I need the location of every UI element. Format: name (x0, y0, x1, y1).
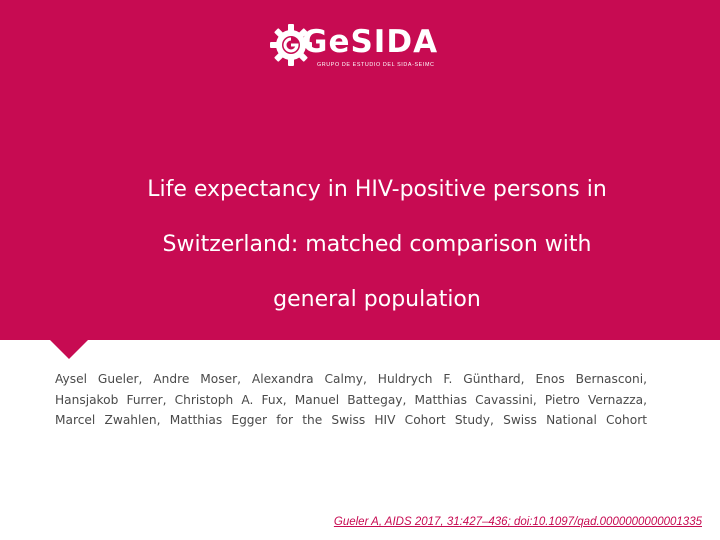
title-line: general population (273, 287, 481, 312)
title-banner (0, 0, 720, 340)
logo-subtitle: GRUPO DE ESTUDIO DEL SIDA-SEIMC (317, 62, 435, 68)
author-line: Aysel Gueler, Andre Moser, Alexandra Cal… (55, 372, 647, 386)
slide-title: Life expectancy in HIV-positive persons … (92, 162, 662, 327)
banner-pointer (49, 339, 89, 359)
gesida-logo: GeSIDA GRUPO DE ESTUDIO DEL SIDA-SEIMC (268, 22, 443, 72)
citation-link[interactable]: Gueler A, AIDS 2017, 31:427–436; doi:10.… (333, 516, 702, 528)
title-line: Life expectancy in HIV-positive persons … (147, 177, 607, 202)
author-line: Marcel Zwahlen, Matthias Egger for the S… (55, 413, 647, 427)
gear-icon (270, 24, 312, 66)
author-line: Hansjakob Furrer, Christoph A. Fux, Manu… (55, 392, 647, 407)
title-line: Switzerland: matched comparison with (162, 232, 592, 257)
logo-wordmark: GeSIDA (302, 24, 439, 60)
author-list: Aysel Gueler, Andre Moser, Alexandra Cal… (55, 369, 647, 431)
